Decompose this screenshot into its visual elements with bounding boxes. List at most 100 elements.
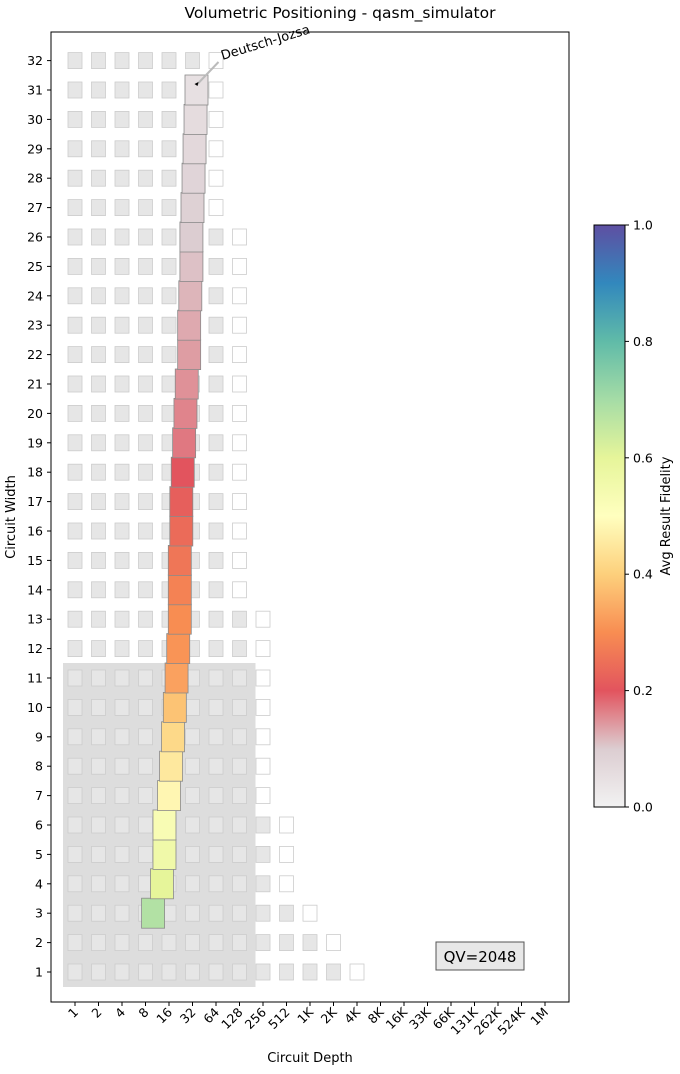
grid-cell-filled <box>208 375 224 393</box>
grid-cell-outlined <box>232 581 247 599</box>
grid-cell-filled <box>138 493 153 511</box>
y-tick-label: 24 <box>27 288 43 303</box>
grid-cell-filled <box>67 404 83 422</box>
grid-cell-filled <box>208 699 224 716</box>
grid-cell-filled <box>67 375 83 393</box>
grid-cell-filled <box>138 287 153 305</box>
annotation-arrowhead <box>194 82 199 86</box>
y-tick-label: 20 <box>27 406 43 421</box>
grid-cell-filled <box>232 728 247 746</box>
grid-cell-filled <box>208 346 224 364</box>
grid-cell-filled <box>161 963 177 981</box>
grid-cell-filled <box>208 552 224 569</box>
grid-cell-filled <box>138 581 153 599</box>
x-tick-label: 8 <box>135 1004 151 1020</box>
y-tick-label: 3 <box>35 906 43 921</box>
grid-cell-filled <box>91 640 106 657</box>
grid-cell-filled <box>185 816 200 834</box>
grid-cell-filled <box>114 699 130 716</box>
grid-cell-filled <box>208 669 224 687</box>
y-tick-label: 5 <box>35 847 43 862</box>
grid-cell-filled <box>279 963 294 981</box>
grid-cell-filled <box>67 463 83 481</box>
grid-cell-filled <box>67 81 83 99</box>
grid-cell-filled <box>91 728 106 746</box>
annotation-label: Deutsch-Jozsa <box>219 23 312 64</box>
grid-cell-filled <box>161 111 177 128</box>
grid-cell-filled <box>67 287 83 305</box>
data-marker <box>169 486 194 518</box>
y-tick-label: 30 <box>27 112 43 127</box>
grid-cell-filled <box>138 757 153 775</box>
data-marker <box>179 221 204 253</box>
data-marker <box>178 280 203 312</box>
grid-cell-filled <box>138 816 153 834</box>
grid-cell-outlined <box>208 140 224 158</box>
grid-cell-filled <box>138 522 153 540</box>
grid-cell-filled <box>91 846 106 863</box>
grid-cell-filled <box>91 669 106 687</box>
grid-cell-filled <box>208 816 224 834</box>
grid-cell-filled <box>91 346 106 364</box>
grid-cell-filled <box>255 875 271 893</box>
grid-cell-filled <box>232 875 247 893</box>
grid-cell-filled <box>67 434 83 452</box>
grid-cell-filled <box>114 610 130 628</box>
grid-cell-filled <box>255 963 271 981</box>
grid-cell-outlined <box>232 463 247 481</box>
grid-cell-filled <box>161 140 177 158</box>
grid-cell-filled <box>279 934 294 951</box>
y-tick-label: 26 <box>27 230 43 245</box>
grid-cell-filled <box>161 375 177 393</box>
x-tick-label: 4 <box>112 1004 128 1020</box>
grid-cell-filled <box>138 111 153 128</box>
grid-cell-filled <box>161 169 177 187</box>
grid-cell-filled <box>138 787 153 804</box>
grid-cell-filled <box>208 463 224 481</box>
y-tick-label: 12 <box>27 641 43 656</box>
grid-cell-outlined <box>255 757 271 775</box>
grid-cell-filled <box>208 757 224 775</box>
grid-cell-outlined <box>208 52 224 69</box>
grid-cell-filled <box>138 404 153 422</box>
grid-cell-outlined <box>279 846 294 863</box>
grid-cell-filled <box>185 875 200 893</box>
grid-cell-filled <box>114 169 130 187</box>
y-tick-label: 14 <box>27 582 43 597</box>
grid-cell-filled <box>91 816 106 834</box>
grid-cell-outlined <box>255 787 271 804</box>
grid-cell-filled <box>67 52 83 69</box>
y-tick-label: 17 <box>27 494 43 509</box>
grid-cell-filled <box>67 493 83 511</box>
grid-cell-filled <box>208 581 224 599</box>
grid-cell-filled <box>91 228 106 246</box>
x-tick-label: 32 <box>177 1005 199 1027</box>
grid-cell-filled <box>138 199 153 217</box>
grid-cell-filled <box>138 169 153 187</box>
grid-cell-filled <box>114 228 130 246</box>
x-tick-label: 512 <box>265 1005 292 1032</box>
data-marker <box>159 750 183 782</box>
grid-cell-filled <box>91 463 106 481</box>
grid-cell-filled <box>91 581 106 599</box>
data-marker <box>172 427 197 459</box>
grid-cell-filled <box>114 581 130 599</box>
grid-cell-filled <box>114 640 130 657</box>
grid-cell-filled <box>232 816 247 834</box>
grid-cell-filled <box>138 669 153 687</box>
grid-cell-filled <box>91 522 106 540</box>
grid-cell-filled <box>67 787 83 804</box>
data-marker <box>152 809 177 841</box>
annotation-leader <box>196 61 220 85</box>
grid-cell-filled <box>114 904 130 922</box>
data-marker <box>162 692 187 723</box>
y-tick-label: 32 <box>27 53 43 68</box>
y-axis-label: Circuit Width <box>4 475 19 559</box>
grid-cell-filled <box>114 787 130 804</box>
grid-cell-filled <box>114 522 130 540</box>
grid-cell-filled <box>114 375 130 393</box>
grid-cell-filled <box>232 669 247 687</box>
data-marker <box>166 633 191 664</box>
grid-cell-filled <box>232 787 247 804</box>
